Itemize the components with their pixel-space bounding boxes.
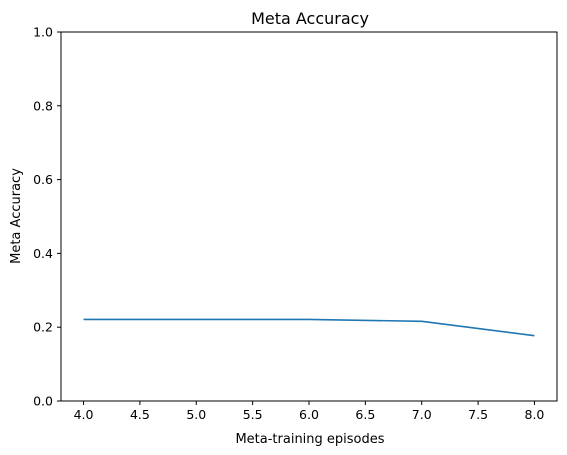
x-tick-label: 8.0 [525,407,545,422]
x-tick-label: 5.5 [243,407,263,422]
y-tick-label: 1.0 [33,25,53,40]
y-axis: 0.0 0.2 0.4 0.6 0.8 1.0 [33,25,61,409]
x-tick-label: 6.5 [355,407,375,422]
y-tick-label: 0.8 [33,98,53,113]
chart-title: Meta Accuracy [251,9,369,28]
plot-area-frame [60,31,558,402]
x-tick-label: 7.0 [412,407,432,422]
series-line [83,318,535,337]
x-tick-label: 4.5 [130,407,150,422]
y-tick-label: 0.4 [33,246,53,261]
x-tick-label: 7.5 [468,407,488,422]
y-tick-label: 0.6 [33,172,53,187]
x-axis-label: Meta-training episodes [235,432,384,447]
y-tick-label: 0.0 [33,394,53,409]
x-tick-label: 6.0 [299,407,319,422]
x-axis: 4.0 4.5 5.0 5.5 6.0 6.5 7.0 7.5 8.0 [74,401,545,422]
y-axis-label: Meta Accuracy [9,168,24,264]
x-tick-label: 5.0 [186,407,206,422]
x-tick-label: 4.0 [74,407,94,422]
series-layer [83,318,535,337]
y-tick-label: 0.2 [33,320,53,335]
